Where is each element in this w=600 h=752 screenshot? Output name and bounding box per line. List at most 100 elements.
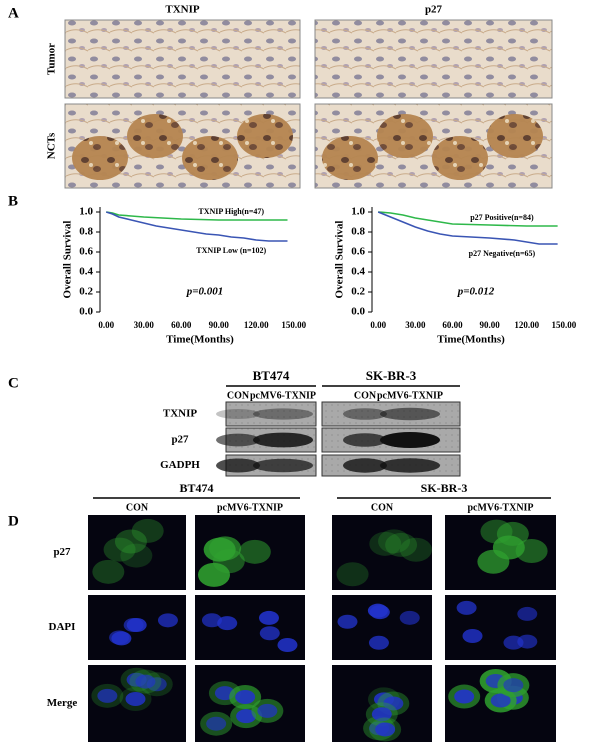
nucleus [97,688,118,703]
nucleus [368,635,389,650]
band [253,458,313,473]
y-tick-label: 0.2 [79,286,93,298]
curve-label: TXNIP High(n=47) [198,207,264,216]
nucleus [456,600,477,615]
y-tick-label: 0.4 [79,266,93,278]
survival-curve [377,211,558,245]
cell-line-label: BT474 [253,368,290,383]
gland [127,114,183,158]
micrograph [64,19,301,99]
nucleus [217,616,238,631]
gland [487,114,543,158]
x-tick-label: 0.00 [98,320,114,330]
panel-label: D [8,513,19,529]
nucleus [206,716,227,731]
nucleus [135,674,156,689]
protein-label: p27 [171,434,189,446]
stain-label: Merge [47,697,78,709]
gland [322,136,378,180]
y-tick-label: 1.0 [79,206,93,218]
protein-label: GADPH [160,459,200,471]
y-axis-label: Overall Survival [62,221,74,299]
stain-label: DAPI [49,621,76,633]
y-tick-label: 0.0 [79,306,93,318]
gland [72,136,128,180]
curve-label: p27 Positive(n=84) [470,213,534,222]
nucleus [503,678,524,693]
nucleus [369,605,390,620]
nucleus [454,689,475,704]
curve-label: p27 Negative(n=65) [469,249,536,258]
nucleus [337,614,358,629]
blot-strip [225,401,317,427]
band [343,408,387,420]
gland [377,114,433,158]
nucleus [399,610,420,625]
p-value: p=0.012 [457,286,495,298]
cell [385,532,418,557]
y-axis-label: Overall Survival [334,221,346,299]
survival-curve [106,211,288,242]
column-label: p27 [425,4,443,16]
stain-label: p27 [53,546,71,558]
condition-label: CON [227,390,250,401]
gland [237,114,293,158]
x-tick-label: 30.00 [134,320,155,330]
nucleus [375,722,396,737]
band [216,409,260,419]
y-tick-label: 0.0 [351,306,365,318]
x-axis-label: Time(Months) [437,334,505,346]
condition-label: pcMV6-TXNIP [467,502,533,513]
band [253,408,313,420]
nucleus [257,703,278,718]
band [380,407,440,421]
x-tick-label: 120.00 [514,320,539,330]
y-tick-label: 1.0 [351,206,365,218]
nucleus [111,631,132,646]
nucleus [490,693,511,708]
cell [120,543,153,568]
cell [496,521,529,546]
band [253,432,313,448]
gland [432,136,488,180]
cell [378,529,411,554]
cell-line-label: SK-BR-3 [421,481,468,495]
protein-label: TXNIP [163,408,198,420]
nucleus [125,691,146,706]
cell [103,537,136,562]
cell [198,562,231,587]
nucleus [259,626,280,641]
nucleus [383,696,404,711]
nucleus [462,628,483,643]
cell [209,536,242,561]
nucleus [517,634,538,649]
gland [182,136,238,180]
x-tick-label: 60.00 [442,320,463,330]
band [216,433,260,447]
cell [131,518,164,543]
y-tick-label: 0.6 [351,246,365,258]
panel-label: B [8,193,18,209]
cell [399,537,432,562]
condition-label: CON [126,502,149,513]
row-label: NCTs [46,132,58,159]
nucleus [371,707,392,722]
survival-curve [378,211,558,227]
x-tick-label: 150.00 [551,320,576,330]
y-tick-label: 0.6 [79,246,93,258]
row-label: Tumor [46,43,58,75]
x-tick-label: 30.00 [405,320,426,330]
nucleus [235,689,256,704]
y-tick-label: 0.2 [351,286,365,298]
condition-label: pcMV6-TXNIP [217,502,283,513]
x-axis-label: Time(Months) [166,334,234,346]
p-value: p=0.001 [186,286,224,298]
y-tick-label: 0.8 [79,226,93,238]
condition-label: pcMV6-TXNIP [377,390,443,401]
cell-line-label: SK-BR-3 [366,368,417,383]
nucleus [201,613,222,628]
cell [477,549,510,574]
condition-label: CON [371,502,394,513]
